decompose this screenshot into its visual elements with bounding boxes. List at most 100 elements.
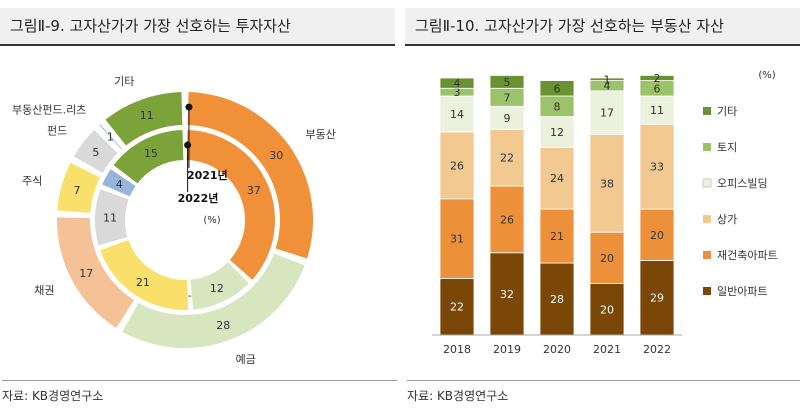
bar-segment-2018-2 (439, 131, 475, 200)
bar-value-label-2022-4: 6 (654, 82, 661, 95)
bar-value-label-2019-2: 22 (500, 152, 514, 165)
donut-outer-slice-1 (122, 253, 305, 348)
legend-swatch-2 (702, 178, 712, 188)
ring-label-2022: 2022년 (178, 191, 219, 205)
bar-value-label-2020-4: 8 (554, 100, 561, 113)
donut-inner-slice-1 (190, 262, 249, 310)
ring-label-2021: 2021년 (187, 168, 228, 182)
donut-outer-slice-2 (57, 217, 134, 328)
right-figure-title: 그림Ⅱ-10. 고자산가가 가장 선호하는 부동산 자산 (405, 8, 800, 46)
x-tick-label-2021: 2021 (593, 343, 621, 356)
callout-dot-2022 (184, 141, 192, 149)
donut-outer-value-label-3: 7 (74, 184, 81, 197)
donut-inner-slice-5 (102, 169, 136, 197)
bar-segment-2020-5 (539, 80, 575, 97)
bar-segment-2021-1 (589, 231, 625, 284)
bar-segment-2020-2 (539, 146, 575, 210)
bar-segment-2022-0 (639, 260, 675, 336)
donut-category-label-1: 예금 (236, 353, 256, 366)
bar-value-label-2022-3: 11 (650, 104, 664, 117)
bar-value-label-2021-4: 4 (604, 80, 611, 93)
bar-value-label-2020-0: 28 (550, 293, 564, 306)
donut-inner-value-label-5: 4 (116, 178, 123, 191)
bar-segment-2019-5 (489, 75, 525, 89)
bar-value-label-2018-5: 4 (454, 77, 461, 90)
donut-category-label-5: 부동산펀드.리츠 (12, 104, 86, 117)
bar-value-label-2021-0: 20 (600, 303, 614, 316)
bar-value-label-2022-5: 2 (654, 72, 661, 85)
x-tick-label-2019: 2019 (493, 343, 521, 356)
donut-category-label-6: 기타 (114, 75, 134, 88)
donut-inner-value-label-6: 15 (144, 147, 158, 160)
bar-segment-2021-0 (589, 283, 625, 336)
donut-inner-slice-4 (95, 189, 129, 246)
donut-outer-value-label-6: 11 (140, 109, 154, 122)
bar-value-label-2022-0: 29 (650, 292, 664, 305)
donut-unit-label: (%) (203, 215, 220, 226)
bar-value-label-2019-0: 32 (500, 288, 514, 301)
donut-chart: (%) 302817751113712-2111415부동산예금채권주식펀드부동… (12, 75, 336, 366)
bar-value-label-2021-1: 20 (600, 252, 614, 265)
bar-segment-2018-0 (439, 278, 475, 336)
bar-value-label-2020-3: 12 (550, 126, 564, 139)
bar-segment-2022-5 (639, 75, 675, 81)
bar-value-label-2022-2: 33 (650, 161, 664, 174)
bar-segment-2020-3 (539, 116, 575, 148)
bar-segment-2019-2 (489, 129, 525, 187)
donut-inner-value-label-0: 37 (247, 184, 261, 197)
right-panel: 그림Ⅱ-10. 고자산가가 가장 선호하는 부동산 자산 (%) 22 31 26 1… (405, 0, 800, 420)
x-tick-label-2022: 2022 (643, 343, 671, 356)
bar-segment-2020-0 (539, 262, 575, 336)
bar-value-label-2018-4: 3 (454, 86, 461, 99)
donut-category-label-2: 채권 (34, 284, 54, 297)
bar-segment-2022-2 (639, 123, 675, 210)
donut-outer-slice-4 (73, 129, 118, 173)
donut-category-label-4: 펀드 (47, 124, 67, 137)
donut-outer-value-label-2: 17 (79, 267, 93, 280)
right-source: 자료: KB경영연구소 (407, 380, 800, 404)
donut-inner-value-label-4: 11 (103, 212, 117, 225)
bar-value-label-2019-1: 26 (500, 213, 514, 226)
donut-outer-slice-0 (187, 92, 314, 259)
left-figure-title: 그림Ⅱ-9. 고자산가가 가장 선호하는 투자자산 (0, 8, 395, 46)
bar-value-label-2018-3: 14 (450, 108, 464, 121)
donut-outer-slice-5 (99, 124, 122, 150)
bar-value-label-2018-0: 22 (450, 301, 464, 314)
bar-segment-2018-3 (439, 95, 475, 133)
x-tick-label-2020: 2020 (543, 343, 571, 356)
donut-outer-slice-6 (105, 92, 183, 146)
legend-swatch-3 (703, 215, 711, 223)
legend-swatch-4 (703, 251, 711, 259)
left-panel: 그림Ⅱ-9. 고자산가가 가장 선호하는 투자자산 (%) 30 28 17 7 5 1 1… (0, 0, 397, 420)
bar-segment-2018-5 (439, 77, 475, 89)
legend-label-2: 오피스빌딩 (717, 177, 768, 190)
legend-swatch-1 (703, 143, 711, 151)
bar-value-label-2018-2: 26 (450, 159, 464, 172)
donut-outer-value-label-1: 28 (216, 319, 230, 332)
legend-label-0: 기타 (717, 105, 737, 118)
donut-inner-slice-3 (100, 240, 189, 310)
left-source: 자료: KB경영연구소 (2, 380, 397, 404)
bar-value-label-2019-4: 7 (504, 91, 511, 104)
bar-value-label-2020-2: 24 (550, 172, 564, 185)
donut-category-label-3: 주식 (22, 175, 42, 188)
bar-value-label-2021-5: 1 (604, 73, 611, 86)
legend-label-3: 상가 (717, 213, 737, 226)
legend-swatch-0 (703, 107, 711, 115)
bar-segment-2020-1 (539, 208, 575, 264)
donut-outer-slice-3 (57, 162, 101, 213)
callout-dot-2021 (185, 103, 193, 111)
donut-outer-value-label-5: 1 (107, 131, 114, 144)
bar-segment-2021-5 (589, 77, 625, 81)
donut-category-label-0: 부동산 (306, 128, 336, 141)
bar-value-label-2021-3: 17 (600, 107, 614, 120)
bar-segment-2019-0 (489, 252, 525, 336)
donut-inner-value-label-1: 12 (210, 282, 224, 295)
bar-value-label-2022-1: 20 (650, 229, 664, 242)
bar-unit-label: (%) (758, 70, 775, 81)
legend-label-5: 일반아파트 (717, 284, 768, 298)
donut-inner-value-label-2: - (188, 289, 192, 302)
bar-value-label-2019-5: 5 (504, 76, 511, 89)
bar-value-label-2019-3: 9 (504, 112, 511, 125)
donut-inner-value-label-3: 21 (136, 276, 150, 289)
